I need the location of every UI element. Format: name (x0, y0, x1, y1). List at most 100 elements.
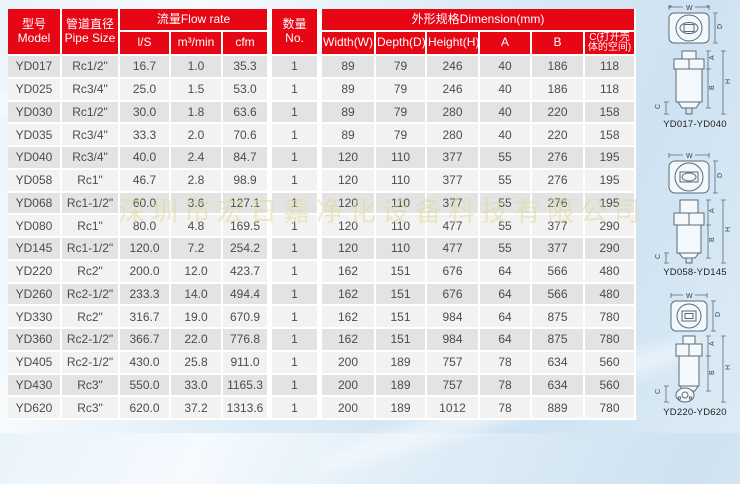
cell-qty: 1 (272, 238, 323, 261)
cell-cfm: 127.1 (223, 192, 273, 216)
cell-d: 189 (376, 351, 428, 375)
cell-b: 186 (532, 56, 586, 79)
table-row: YD260 Rc2-1/2" 233.3 14.0 494.4 1 162 151 676 64 5… (8, 283, 637, 307)
cell-pipe: Rc1-1/2" (62, 238, 120, 261)
cell-h: 757 (427, 374, 481, 398)
col-header-a: A (480, 32, 533, 56)
cell-w: 120 (322, 192, 377, 216)
cell-model: YD068 (8, 192, 62, 216)
col-header-flow-rate: 流量Flow rate (120, 9, 273, 32)
top-view-flange (668, 12, 710, 44)
cell-model: YD220 (8, 260, 62, 284)
col-header-model: 型号 Model (8, 9, 62, 56)
cell-c: 290 (585, 238, 637, 261)
dim-label-h: H (725, 365, 732, 370)
cell-h: 377 (427, 147, 481, 170)
dim-label-d: D (715, 312, 722, 317)
cell-a: 55 (480, 192, 533, 216)
cell-d: 110 (376, 169, 428, 193)
cell-model: YD017 (8, 56, 62, 79)
cell-ls: 80.0 (120, 215, 171, 238)
cell-m3min: 3.6 (171, 192, 223, 216)
cell-ls: 60.0 (120, 192, 171, 216)
cell-h: 246 (427, 78, 481, 102)
table-row: YD405 Rc2-1/2" 430.0 25.8 911.0 1 200 189 757 78 6… (8, 351, 637, 375)
cell-b: 276 (532, 192, 586, 216)
cell-w: 162 (322, 329, 377, 352)
cell-w: 89 (322, 101, 377, 125)
col-header-dimension: 外形规格Dimension(mm) (322, 9, 637, 32)
cell-qty: 1 (272, 397, 323, 420)
cell-model: YD080 (8, 215, 62, 238)
cell-ls: 366.7 (120, 329, 171, 352)
cell-ls: 30.0 (120, 101, 171, 125)
cell-a: 78 (480, 374, 533, 398)
cell-model: YD260 (8, 283, 62, 307)
table-row: YD058 Rc1" 46.7 2.8 98.9 1 120 110 377 55 276 195 (8, 169, 637, 193)
cell-qty: 1 (272, 283, 323, 307)
cell-ls: 620.0 (120, 397, 171, 420)
diagram-yd220-yd620: W D A B H C YD220-YD620 (650, 290, 740, 418)
cell-h: 676 (427, 283, 481, 307)
cell-a: 64 (480, 260, 533, 284)
cell-m3min: 1.5 (171, 78, 223, 102)
cell-b: 875 (532, 329, 586, 352)
cell-h: 984 (427, 306, 481, 329)
cell-m3min: 33.0 (171, 374, 223, 398)
cell-h: 280 (427, 101, 481, 125)
front-view-head (682, 335, 696, 345)
cell-cfm: 670.9 (223, 306, 273, 329)
cell-d: 110 (376, 192, 428, 216)
cell-model: YD040 (8, 147, 62, 170)
cell-pipe: Rc3" (62, 374, 120, 398)
front-view-body (678, 355, 700, 387)
cell-d: 151 (376, 306, 428, 329)
cell-b: 875 (532, 306, 586, 329)
cell-qty: 1 (272, 215, 323, 238)
dim-label-a: A (709, 341, 716, 346)
cell-cfm: 1313.6 (223, 397, 273, 420)
cell-ls: 430.0 (120, 351, 171, 375)
cell-a: 64 (480, 329, 533, 352)
cell-qty: 1 (272, 56, 323, 79)
cell-w: 200 (322, 374, 377, 398)
cell-b: 220 (532, 101, 586, 125)
col-header-quantity: 数量 No. (272, 9, 323, 56)
col-header-depth: Depth(D) (376, 32, 428, 56)
cell-m3min: 2.8 (171, 169, 223, 193)
cell-d: 189 (376, 374, 428, 398)
cell-pipe: Rc2-1/2" (62, 329, 120, 352)
cell-m3min: 37.2 (171, 397, 223, 420)
cell-a: 40 (480, 124, 533, 147)
col-header-pipe-en: Pipe Size (64, 30, 116, 45)
spec-table-header: 型号 Model 管道直径 Pipe Size 流量Flow rate 数量 N… (8, 9, 637, 56)
col-header-height: Height(H) (427, 32, 481, 56)
dim-label-w: W (686, 293, 693, 300)
col-header-c: C(打开壳体的空间) (585, 32, 637, 56)
cell-model: YD035 (8, 124, 62, 147)
cell-w: 162 (322, 260, 377, 284)
cell-c: 560 (585, 351, 637, 375)
cell-w: 120 (322, 215, 377, 238)
cell-w: 162 (322, 283, 377, 307)
cell-w: 120 (322, 238, 377, 261)
cell-h: 1012 (427, 397, 481, 420)
cell-ls: 550.0 (120, 374, 171, 398)
cell-m3min: 12.0 (171, 260, 223, 284)
front-view-drain (685, 107, 693, 115)
cell-h: 477 (427, 215, 481, 238)
top-view-flange (670, 300, 708, 332)
dim-label-w: W (686, 153, 693, 160)
table-row: YD080 Rc1" 80.0 4.8 169.5 1 120 110 477 55 377 290 (8, 215, 637, 238)
table-row: YD430 Rc3" 550.0 33.0 1165.3 1 200 189 757 78 634 5… (8, 374, 637, 398)
cell-ls: 46.7 (120, 169, 171, 193)
top-view-flange (668, 160, 710, 194)
cell-pipe: Rc1" (62, 215, 120, 238)
cell-ls: 33.3 (120, 124, 171, 147)
cell-a: 78 (480, 397, 533, 420)
cell-d: 151 (376, 260, 428, 284)
cell-w: 200 (322, 351, 377, 375)
cell-b: 186 (532, 78, 586, 102)
cell-model: YD030 (8, 101, 62, 125)
dim-label-d: D (717, 173, 724, 178)
